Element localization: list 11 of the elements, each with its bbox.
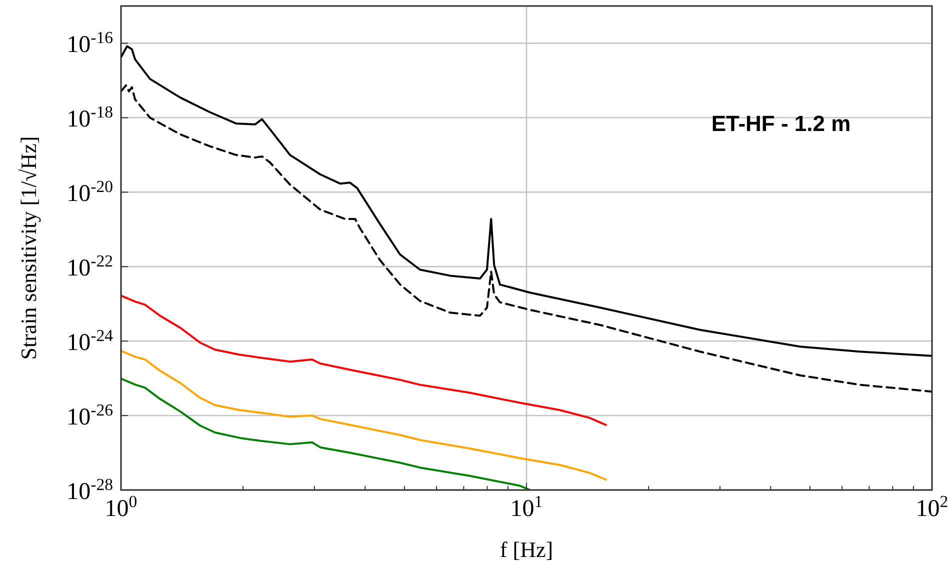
y-tick-label: 10$^{-18}$ xyxy=(66,102,113,133)
y-tick-label: 10$^{-22}$ xyxy=(66,251,113,282)
y-tick-label: 10$^{-20}$ xyxy=(66,176,113,208)
y-tick-label: 10$^{-26}$ xyxy=(66,400,113,431)
annotation: ET-HF - 1.2 m xyxy=(711,111,851,136)
y-axis-title: Strain sensitivity [1/√Hz] xyxy=(16,136,41,360)
x-tick-label: 10$^{1}$ xyxy=(510,492,543,522)
x-axis-title: f [Hz] xyxy=(500,537,554,562)
y-tick-label: 10$^{-24}$ xyxy=(66,326,114,356)
x-tick-label: 10$^{2}$ xyxy=(916,492,948,522)
y-tick-label: 10$^{-16}$ xyxy=(66,28,113,58)
